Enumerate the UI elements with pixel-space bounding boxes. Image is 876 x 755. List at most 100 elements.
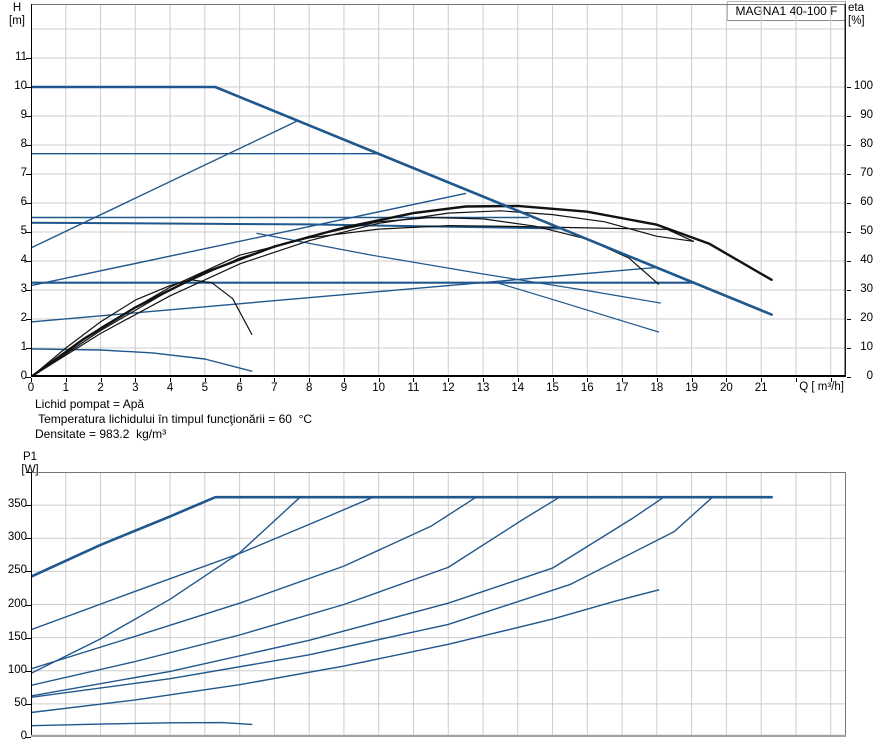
power-curve-min-speed [31, 721, 253, 727]
x-tick-label: 18 [650, 382, 664, 394]
eta-curve-3 [31, 216, 660, 377]
power-curve-speed-low [31, 589, 660, 714]
x-tick [170, 378, 172, 382]
power-curve-cp-7-7 [31, 496, 374, 631]
x-tick [587, 378, 589, 382]
y-tick [26, 571, 31, 573]
y-tick [26, 173, 31, 175]
eta-tick-label: 30 [860, 282, 873, 295]
prop-pressure-curve-b [31, 192, 467, 287]
x-tick-label: 11 [407, 382, 420, 394]
eta-tick-label: 80 [860, 137, 873, 150]
eta-tick-label: 0 [866, 370, 873, 382]
y-tick [26, 57, 31, 59]
x-tick [239, 378, 241, 382]
x-tick [448, 378, 450, 382]
eta-tick-label: 20 [860, 311, 873, 324]
eta-tick [847, 377, 851, 378]
y-tick [26, 472, 31, 473]
y-tick [26, 318, 31, 320]
x-tick [100, 378, 102, 382]
x-tick-label: 10 [372, 382, 386, 394]
eta-tick-label: 100 [853, 79, 873, 92]
x-tick [517, 378, 519, 382]
x-tick-label: 20 [719, 382, 733, 394]
eta-axis-label: eta [848, 2, 864, 14]
power-curve-prop-a [31, 496, 301, 675]
eta-tick-label: 90 [860, 108, 873, 121]
prop-pressure-curve-a [31, 119, 300, 249]
x-tick-label: 6 [236, 382, 243, 394]
eta-axis-unit: [%] [848, 15, 865, 27]
h-axis-label: H [12, 2, 22, 14]
y-tick-label: 11 [15, 50, 27, 63]
power-chart [31, 472, 846, 737]
x-tick-label: 13 [476, 382, 490, 394]
p1-axis-label: P1 [22, 451, 38, 463]
y-tick [26, 737, 31, 738]
x-tick [65, 378, 67, 382]
eta-tick-label: 60 [860, 195, 873, 208]
eta-curve-4 [31, 225, 695, 377]
hq-eta-chart-svg [31, 4, 846, 377]
eta-tick [847, 144, 851, 146]
eta-tick [847, 289, 851, 291]
condition-density: Densitate = 983.2 kg/m³ [35, 427, 167, 441]
eta-tick [847, 86, 851, 88]
y-tick [26, 637, 31, 639]
x-tick-label: 12 [441, 382, 455, 394]
const-pressure-curve-5-3 [31, 221, 561, 230]
y-tick-label: 8 [20, 137, 27, 150]
eta-curve-2 [31, 210, 695, 377]
condition-temperature: Temperatura lichidului în timpul funcţio… [35, 412, 313, 426]
y-tick-label: 9 [20, 108, 27, 121]
max-speed-curve [31, 85, 773, 316]
y-tick-label: 4 [20, 253, 27, 266]
y-tick [26, 144, 31, 146]
y-tick-label: 0 [20, 370, 27, 382]
y-tick-label: 300 [7, 531, 27, 544]
eta-min-curve [31, 279, 253, 377]
y-tick [26, 670, 31, 672]
x-tick [795, 378, 797, 382]
y-tick [26, 86, 31, 88]
x-tick [656, 378, 658, 382]
x-tick-label: 17 [615, 382, 629, 394]
x-tick [726, 378, 728, 382]
y-tick-label: 50 [14, 696, 27, 709]
x-tick-label: 15 [546, 382, 559, 394]
y-tick [26, 231, 31, 233]
y-tick [26, 604, 31, 606]
x-tick-label: 21 [754, 382, 768, 394]
y-tick [26, 347, 31, 349]
y-tick [26, 703, 31, 705]
x-tick [274, 378, 276, 382]
power-curve-prop-c [31, 496, 665, 697]
operating-conditions: Lichid pompat = Apă Temperatura lichidul… [35, 397, 312, 442]
eta-tick [847, 115, 851, 117]
x-tick [691, 378, 693, 382]
eta-tick-label: 70 [860, 166, 873, 179]
h-axis-title: H [m] [4, 2, 30, 28]
x-tick [830, 378, 832, 382]
x-tick [135, 378, 137, 382]
x-tick-label: 19 [685, 382, 698, 394]
y-tick [26, 538, 31, 540]
eta-max-curve [31, 204, 773, 377]
y-tick-label: 250 [7, 564, 27, 577]
y-tick [26, 260, 31, 262]
condition-liquid: Lichid pompat = Apă [35, 397, 145, 411]
x-tick-label: 7 [271, 382, 278, 394]
x-tick [552, 378, 554, 382]
x-tick-label: 3 [132, 382, 139, 394]
x-tick [413, 378, 415, 382]
y-tick-label: 350 [7, 498, 27, 511]
eta-tick-label: 50 [860, 224, 873, 237]
eta-tick [847, 202, 851, 204]
power-curve-prop-b [31, 496, 477, 670]
y-tick [26, 377, 31, 378]
x-tick-label: 5 [201, 382, 209, 394]
y-tick [26, 505, 31, 507]
eta-axis-title: eta [%] [848, 2, 875, 28]
